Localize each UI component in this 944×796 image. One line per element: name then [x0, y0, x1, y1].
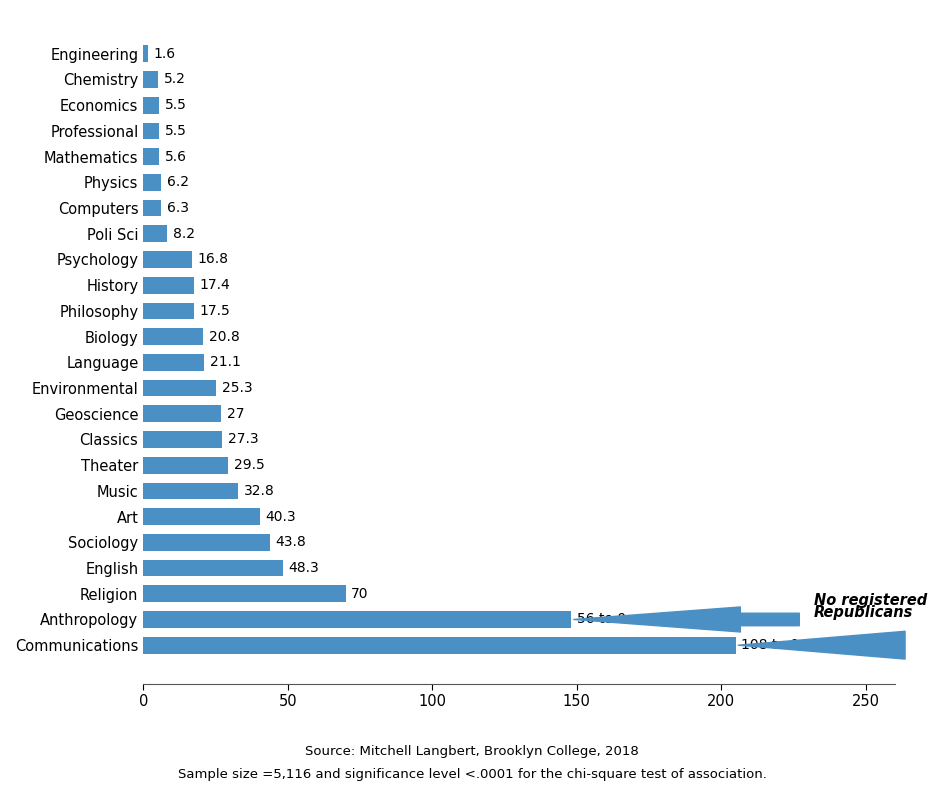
Bar — [143, 534, 270, 551]
Text: 5.5: 5.5 — [165, 124, 187, 138]
Text: Source: Mitchell Langbert, Brooklyn College, 2018: Source: Mitchell Langbert, Brooklyn Coll… — [305, 744, 639, 758]
Text: 27: 27 — [228, 407, 244, 421]
Bar — [143, 637, 735, 654]
Bar — [143, 97, 160, 114]
Bar — [143, 174, 161, 191]
Bar — [143, 405, 221, 422]
Bar — [143, 277, 194, 294]
Text: Sample size =5,116 and significance level <.0001 for the chi-square test of asso: Sample size =5,116 and significance leve… — [177, 768, 767, 782]
Bar — [143, 45, 148, 62]
Text: 43.8: 43.8 — [276, 536, 307, 549]
Text: Republicans: Republicans — [814, 605, 913, 620]
Text: 5.6: 5.6 — [165, 150, 187, 164]
Bar — [143, 431, 222, 448]
Text: 17.4: 17.4 — [199, 278, 230, 292]
Text: 32.8: 32.8 — [244, 484, 275, 498]
Bar — [143, 123, 160, 139]
Text: 6.3: 6.3 — [167, 201, 189, 215]
Text: 5.5: 5.5 — [165, 98, 187, 112]
Text: 5.2: 5.2 — [164, 72, 186, 87]
Bar — [143, 225, 167, 242]
Bar — [143, 354, 204, 371]
Text: 8.2: 8.2 — [173, 227, 194, 240]
Bar — [143, 148, 160, 165]
Text: 56 to 0: 56 to 0 — [577, 612, 626, 626]
Text: No registered: No registered — [814, 594, 927, 608]
Text: 17.5: 17.5 — [199, 304, 230, 318]
Text: 40.3: 40.3 — [265, 509, 296, 524]
Text: 6.2: 6.2 — [167, 175, 189, 189]
Bar — [143, 457, 228, 474]
Text: 25.3: 25.3 — [222, 381, 253, 395]
Text: 29.5: 29.5 — [234, 458, 265, 472]
Bar — [143, 509, 260, 525]
Bar — [143, 482, 238, 499]
Text: 48.3: 48.3 — [289, 561, 319, 575]
Bar — [143, 611, 571, 628]
Text: 16.8: 16.8 — [197, 252, 228, 267]
Bar — [143, 328, 203, 345]
Bar — [143, 560, 283, 576]
Bar — [143, 585, 346, 602]
Bar — [143, 200, 161, 217]
Text: 21.1: 21.1 — [210, 355, 241, 369]
Bar — [143, 71, 159, 88]
Text: 20.8: 20.8 — [210, 330, 240, 344]
Text: 27.3: 27.3 — [228, 432, 259, 447]
Bar — [143, 380, 216, 396]
Text: 108 to 0: 108 to 0 — [741, 638, 800, 652]
Bar — [143, 302, 194, 319]
Text: 70: 70 — [351, 587, 369, 601]
Bar — [143, 251, 192, 267]
Text: 1.6: 1.6 — [154, 47, 176, 60]
